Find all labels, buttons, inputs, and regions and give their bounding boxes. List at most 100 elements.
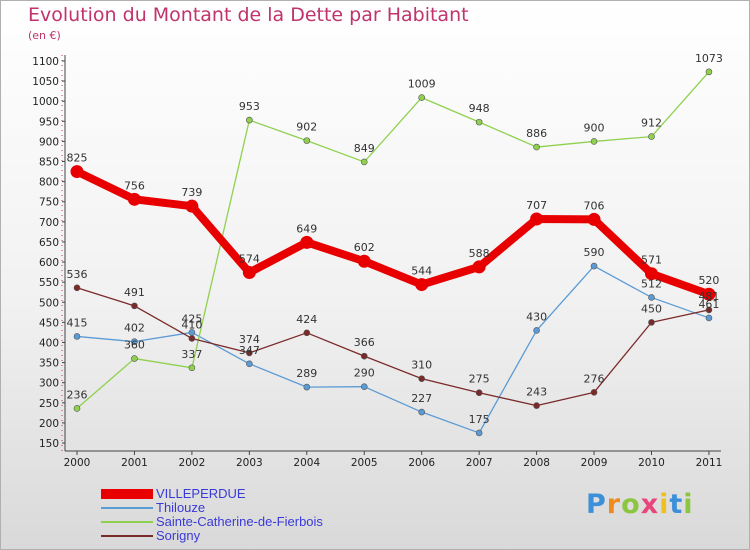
data-label: 430: [526, 310, 547, 323]
x-tick-label: 2001: [121, 457, 148, 469]
data-label: 425: [181, 312, 202, 325]
data-label: 491: [124, 286, 145, 299]
data-label: 902: [296, 121, 317, 134]
x-tick-label: 2008: [523, 457, 550, 469]
data-point: [530, 212, 544, 226]
data-label: 275: [469, 373, 490, 386]
data-label: 410: [181, 318, 202, 331]
data-label: 1009: [408, 78, 436, 91]
logo-letter: P: [586, 489, 607, 520]
data-point: [533, 143, 540, 151]
logo-letter: r: [606, 489, 622, 520]
proxiti-logo: Proxiti: [586, 489, 694, 520]
data-point: [127, 192, 141, 206]
logo-letter: i: [659, 489, 670, 520]
y-tick-label: 350: [39, 358, 59, 370]
data-point: [705, 306, 713, 314]
data-point: [360, 352, 368, 360]
x-tick-label: 2004: [293, 457, 320, 469]
data-point: [360, 158, 368, 166]
data-label: 360: [124, 339, 145, 352]
data-point: [590, 389, 598, 396]
data-label: 900: [584, 121, 605, 134]
data-label: 424: [296, 313, 317, 326]
data-point: [415, 278, 429, 292]
data-label: 1073: [695, 52, 723, 65]
y-tick-label: 850: [39, 157, 59, 169]
data-label: 948: [469, 102, 490, 115]
data-point: [303, 137, 311, 144]
data-label: 290: [354, 367, 375, 380]
data-label: 756: [124, 179, 145, 192]
data-label: 461: [698, 298, 719, 311]
data-point: [418, 408, 426, 416]
legend-swatch-sainte-catherine: [101, 521, 153, 523]
data-point: [475, 118, 483, 126]
x-tick-label: 2009: [581, 457, 608, 469]
y-tick-label: 250: [39, 398, 59, 410]
x-tick-label: 2002: [179, 457, 206, 469]
data-point: [648, 319, 655, 326]
data-label: 571: [641, 254, 662, 267]
y-tick-label: 750: [39, 197, 59, 209]
logo-letter: x: [640, 489, 660, 520]
data-label: 415: [67, 316, 88, 329]
logo-letter: t: [669, 489, 684, 520]
data-label: 337: [181, 348, 202, 361]
data-label: 886: [526, 127, 547, 140]
legend-swatch-sorigny: [101, 535, 153, 537]
data-label: 374: [239, 333, 260, 346]
data-label: 706: [584, 199, 605, 212]
y-tick-label: 400: [39, 337, 59, 349]
data-label: 707: [526, 199, 547, 212]
data-point: [472, 260, 486, 274]
data-point: [587, 212, 601, 226]
data-point: [246, 360, 253, 368]
logo-letter: i: [683, 489, 694, 520]
data-point: [418, 375, 426, 382]
data-label: 481: [698, 290, 719, 303]
data-point: [705, 68, 713, 76]
data-label: 366: [354, 336, 375, 349]
legend-label-sorigny: Sorigny: [156, 528, 201, 543]
data-label: 520: [698, 274, 719, 287]
x-tick-label: 2010: [638, 457, 665, 469]
data-label: 588: [469, 247, 490, 260]
data-point: [300, 235, 314, 249]
data-label: 243: [526, 386, 547, 399]
series-line-Thilouze: [76, 265, 710, 434]
y-tick-label: 450: [39, 317, 59, 329]
data-point: [73, 405, 81, 412]
x-tick-label: 2006: [408, 457, 435, 469]
data-label: 602: [354, 241, 375, 254]
x-tick-label: 2005: [351, 457, 378, 469]
y-tick-label: 1000: [32, 96, 59, 108]
chart-subtitle: (en €): [28, 29, 61, 42]
x-tick-label: 2011: [696, 457, 723, 469]
data-point: [70, 165, 84, 179]
data-point: [188, 335, 196, 342]
x-tick-label: 2000: [64, 457, 91, 469]
data-label: 512: [641, 277, 662, 290]
y-tick-label: 300: [39, 378, 59, 390]
data-point: [73, 284, 81, 292]
data-label: 649: [296, 222, 317, 235]
data-point: [357, 254, 371, 268]
data-label: 739: [181, 186, 202, 199]
data-label: 953: [239, 100, 260, 113]
logo-letter: o: [621, 489, 641, 520]
x-tick-label: 2007: [466, 457, 493, 469]
series-line-Sainte-Catherine-de-Fierbois: [76, 71, 710, 410]
data-point: [702, 287, 716, 301]
data-point: [418, 94, 426, 101]
data-point: [73, 333, 81, 340]
data-label: 310: [411, 359, 432, 372]
y-tick-label: 150: [39, 438, 59, 450]
series-line-VILLEPERDUE: [73, 167, 713, 299]
series-line-Sorigny: [76, 287, 710, 407]
legend-label-thilouze: Thilouze: [156, 500, 206, 515]
data-point: [475, 429, 483, 437]
data-point: [185, 199, 199, 213]
data-point: [303, 383, 311, 391]
data-label: 402: [124, 322, 145, 335]
